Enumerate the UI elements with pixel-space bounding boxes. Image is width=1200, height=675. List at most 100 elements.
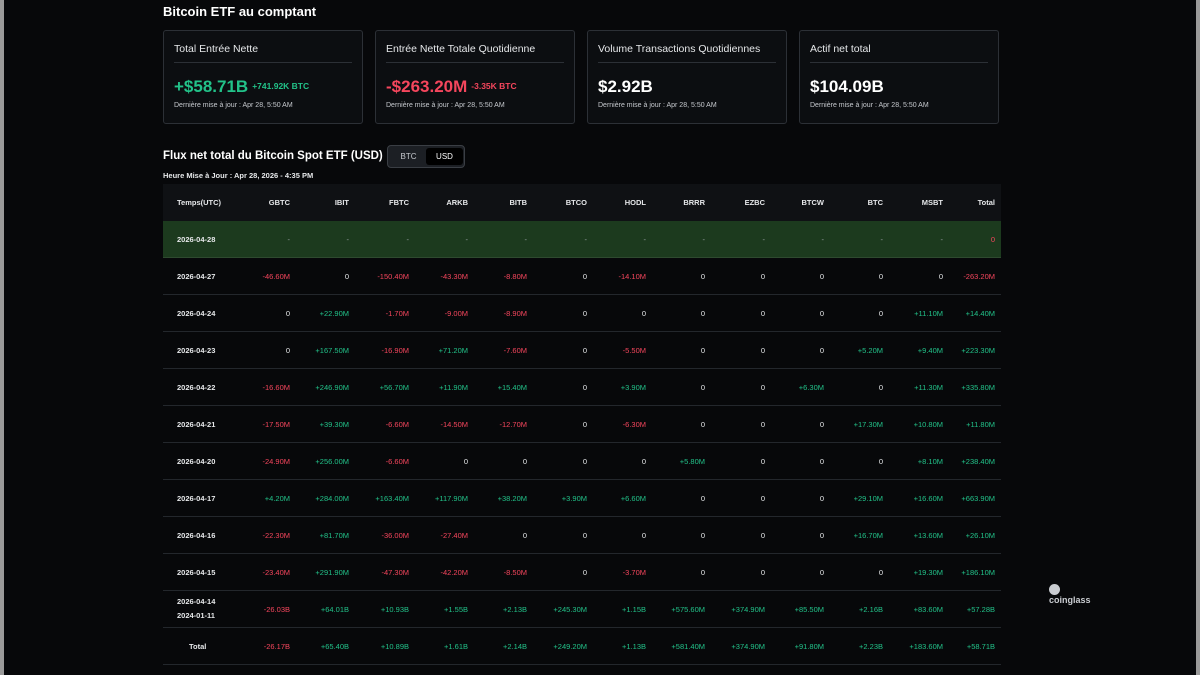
cell-brrr: 0 [700, 568, 705, 577]
table-row: 2026-04-22 -16.60M +246.90M +56.70M +11.90M +… [163, 369, 1001, 406]
toggle-btc-button[interactable]: BTC [400, 152, 417, 161]
row-date: 2026-04-16 [177, 531, 216, 540]
card-sub-value: +741.92K BTC [252, 81, 310, 91]
cell-bitb: +15.40M [497, 383, 527, 392]
card-divider [386, 62, 564, 63]
cell-ezbc: 0 [760, 309, 765, 318]
cell-btco: 0 [582, 309, 587, 318]
cell-msbt: +13.60M [913, 531, 943, 540]
card-title: Entrée Nette Totale Quotidienne [386, 43, 536, 55]
cell-msbt: +16.60M [913, 494, 943, 503]
cell-ezbc: - [762, 235, 766, 244]
cell-total: +335.80M [961, 383, 995, 392]
cell-brrr: +581.40M [671, 642, 705, 651]
cell-btc: 0 [878, 272, 883, 281]
header-ezbc[interactable]: EZBC [744, 198, 765, 207]
header-brrr[interactable]: BRRR [683, 198, 705, 207]
cell-btc: 0 [878, 309, 883, 318]
cell-total: +223.30M [961, 346, 995, 355]
cell-hodl: -3.70M [622, 568, 646, 577]
cell-gbtc: - [287, 235, 291, 244]
cell-fbtc: -150.40M [377, 272, 409, 281]
toggle-usd-button[interactable]: USD [426, 148, 463, 165]
header-gbtc[interactable]: GBTC [268, 198, 290, 207]
cell-arkb: -9.00M [444, 309, 468, 318]
header-hodl[interactable]: HODL [624, 198, 646, 207]
table-row: 2026-04-16 -22.30M +81.70M -36.00M -27.40M 0 0… [163, 517, 1001, 554]
cell-hodl: 0 [641, 531, 646, 540]
cell-total: -263.20M [963, 272, 995, 281]
cell-btc: +29.10M [853, 494, 883, 503]
cell-gbtc: -16.60M [262, 383, 290, 392]
cell-msbt: +83.60M [913, 605, 943, 614]
cell-btcw: +85.50M [794, 605, 824, 614]
card-title: Actif net total [810, 43, 871, 55]
cell-ibit: +39.30M [319, 420, 349, 429]
cell-gbtc: -26.17B [263, 642, 290, 651]
cell-fbtc: - [406, 235, 410, 244]
cell-hodl: 0 [641, 309, 646, 318]
header-bitb[interactable]: BITB [509, 198, 528, 207]
cell-btco: 0 [582, 457, 587, 466]
cell-bitb: -7.60M [503, 346, 527, 355]
cell-btco: +249.20M [553, 642, 587, 651]
cell-btcw: 0 [819, 346, 824, 355]
table-row: 2026-04-20 -24.90M +256.00M -6.60M 0 0 0 0 +5.80… [163, 443, 1001, 480]
cell-brrr: 0 [700, 309, 705, 318]
header-msbt[interactable]: MSBT [921, 198, 943, 207]
cell-fbtc: -36.00M [381, 531, 409, 540]
cell-hodl: -6.30M [622, 420, 646, 429]
cell-hodl: - [643, 235, 647, 244]
cell-fbtc: +56.70M [379, 383, 409, 392]
cell-arkb: +1.55B [444, 605, 468, 614]
cell-btco: 0 [582, 383, 587, 392]
cell-msbt: - [940, 235, 944, 244]
cell-gbtc: 0 [285, 309, 290, 318]
cell-ezbc: 0 [760, 494, 765, 503]
range-dates: 2026-04-14 2024-01-11 [177, 595, 215, 623]
table-header: Temps(UTC) GBTC IBIT FBTC ARKB BITB BTCO HODL BR… [163, 184, 1001, 221]
section-title: Bitcoin ETF au comptant [163, 4, 317, 19]
card-total-net-assets: Actif net total $104.09B Dernière mise à… [799, 30, 999, 124]
card-daily-net-inflow: Entrée Nette Totale Quotidienne -$263.20… [375, 30, 575, 124]
cell-arkb: +1.61B [444, 642, 468, 651]
cell-total: +14.40M [965, 309, 995, 318]
cell-gbtc: -23.40M [262, 568, 290, 577]
card-value: -$263.20M -3.35K BTC [386, 77, 517, 96]
cell-bitb: +2.14B [503, 642, 527, 651]
header-btcw[interactable]: BTCW [801, 198, 825, 207]
header-temps-utc-[interactable]: Temps(UTC) [177, 198, 222, 207]
cell-bitb: -8.90M [503, 309, 527, 318]
header-btco[interactable]: BTCO [565, 198, 587, 207]
cell-gbtc: -46.60M [262, 272, 290, 281]
row-date: 2026-04-24 [177, 309, 216, 318]
header-btc[interactable]: BTC [867, 198, 883, 207]
card-updated: Dernière mise à jour : Apr 28, 5:50 AM [174, 102, 293, 109]
cell-ibit: +64.01B [320, 605, 349, 614]
cell-msbt: 0 [938, 272, 943, 281]
cell-ezbc: 0 [760, 272, 765, 281]
header-fbtc[interactable]: FBTC [389, 198, 409, 207]
header-ibit[interactable]: IBIT [334, 198, 349, 207]
cell-bitb: -8.80M [503, 272, 527, 281]
header-total[interactable]: Total [977, 198, 995, 207]
table-row: 2026-04-17 +4.20M +284.00M +163.40M +117.90M… [163, 480, 1001, 517]
cell-arkb: - [465, 235, 469, 244]
cell-brrr: - [702, 235, 706, 244]
header-arkb[interactable]: ARKB [446, 198, 468, 207]
cell-gbtc: -22.30M [262, 531, 290, 540]
card-updated: Dernière mise à jour : Apr 28, 5:50 AM [598, 102, 717, 109]
table-row: 2026-04-21 -17.50M +39.30M -6.60M -14.50M -12… [163, 406, 1001, 443]
cell-btcw: +91.80M [794, 642, 824, 651]
cell-bitb: -8.50M [503, 568, 527, 577]
table-row: 2026-04-27 -46.60M 0 -150.40M -43.30M -8.80M 0… [163, 258, 1001, 295]
cell-hodl: +6.60M [620, 494, 646, 503]
cell-bitb: 0 [522, 531, 527, 540]
cell-brrr: 0 [700, 346, 705, 355]
cell-ibit: +22.90M [319, 309, 349, 318]
card-total-net-inflow: Total Entrée Nette +$58.71B +741.92K BTC … [163, 30, 363, 124]
right-frame-border [1196, 0, 1200, 675]
row-date: 2026-04-28 [177, 235, 216, 244]
cell-ibit: +167.50M [315, 346, 349, 355]
cell-btcw: 0 [819, 531, 824, 540]
